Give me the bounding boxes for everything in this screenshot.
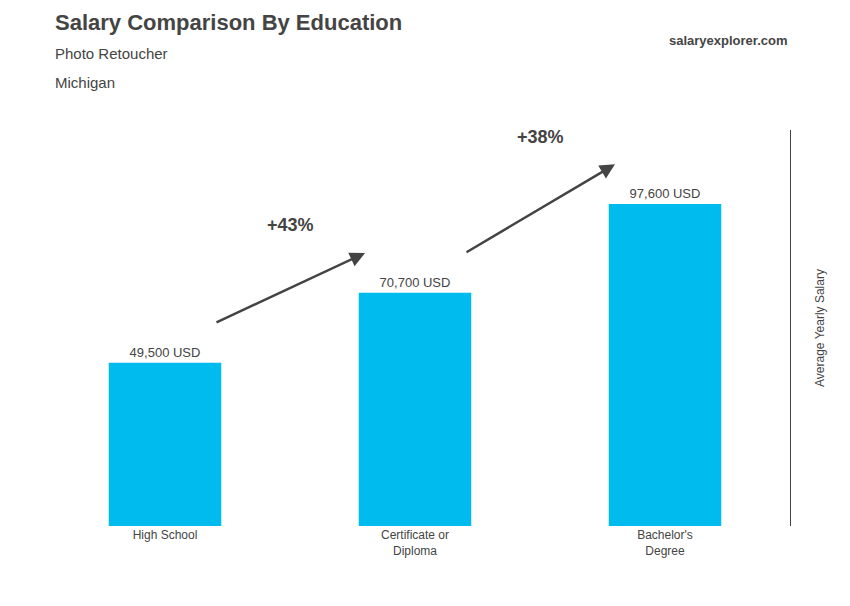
svg-text:+38%: +38% bbox=[517, 127, 564, 147]
svg-text:salaryexplorer.com: salaryexplorer.com bbox=[669, 33, 788, 48]
svg-text:High School: High School bbox=[133, 528, 198, 542]
svg-text:Salary Comparison By Education: Salary Comparison By EducationPhoto Reto… bbox=[55, 10, 402, 90]
svg-text:49,500 USD: 49,500 USD bbox=[130, 345, 201, 360]
svg-text:97,600 USD: 97,600 USD bbox=[630, 186, 701, 201]
svg-text:+43%: +43% bbox=[267, 215, 314, 235]
svg-text:Average Yearly Salary: Average Yearly Salary bbox=[813, 269, 827, 387]
svg-text:Bachelor'sDegree: Bachelor'sDegree bbox=[637, 528, 693, 558]
svg-text:Certificate orDiploma: Certificate orDiploma bbox=[381, 528, 449, 558]
svg-text:70,700 USD: 70,700 USD bbox=[380, 275, 451, 290]
